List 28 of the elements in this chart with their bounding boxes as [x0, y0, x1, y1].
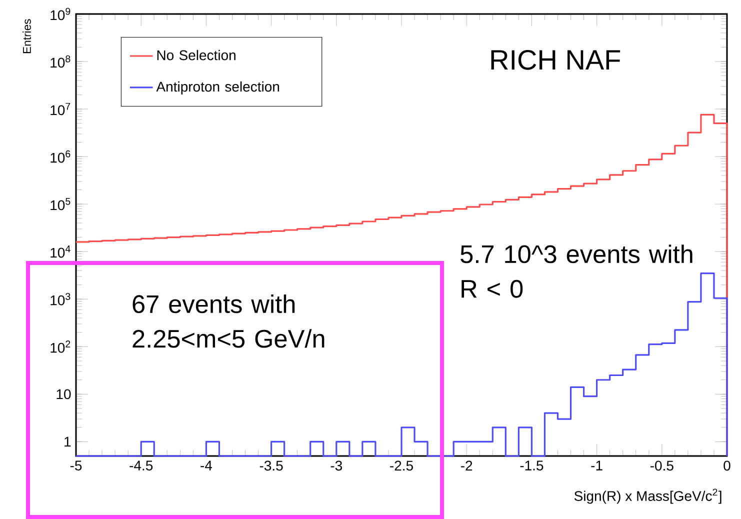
y-tick-label: 10$^{7}$ [50, 102, 70, 116]
x-tick-label: -5 [70, 460, 82, 470]
annotation: 5.7 10^3 events with R < 0 [460, 244, 692, 298]
x-tick-label: -4.5 [130, 460, 153, 470]
y-tick-label: 10$^{9}$ [50, 8, 70, 20]
y-tick-label: 10$^{4}$ [50, 246, 70, 258]
legend-label: Antiproton selection [156, 81, 280, 94]
x-tick-label: -4 [200, 460, 212, 470]
x-tick-label: -2.5 [390, 460, 413, 471]
x-axis-title: Sign(R) x Mass[GeV/c$^{2}$] [574, 488, 722, 504]
y-tick-label: 1 [64, 436, 71, 447]
x-tick-label: -1.5 [520, 460, 544, 470]
y-axis-title: Entries [22, 19, 31, 54]
y-tick-label: 10$^{8}$ [50, 55, 70, 68]
text: RICH NAF [491, 50, 620, 70]
y-tick-label: 10$^{6}$ [50, 150, 70, 163]
x-tick-label: -2 [461, 460, 472, 470]
x-tick-label: 0 [724, 460, 730, 471]
x-tick-label: -1 [591, 460, 602, 470]
x-tick-label: -3.5 [260, 460, 283, 471]
x-tick-label: -0.5 [650, 460, 674, 471]
y-tick-label: 10$^{5}$ [50, 198, 70, 210]
y-tick-label: 10$^{3}$ [50, 292, 70, 306]
y-tick-label: 10 [56, 389, 71, 400]
legend-label: No Selection [157, 50, 236, 60]
x-tick-label: -3 [330, 460, 342, 471]
y-tick-label: 10$^{2}$ [50, 340, 70, 353]
annotation: 67 events with 2.25<m<5 GeV/n [132, 294, 324, 348]
